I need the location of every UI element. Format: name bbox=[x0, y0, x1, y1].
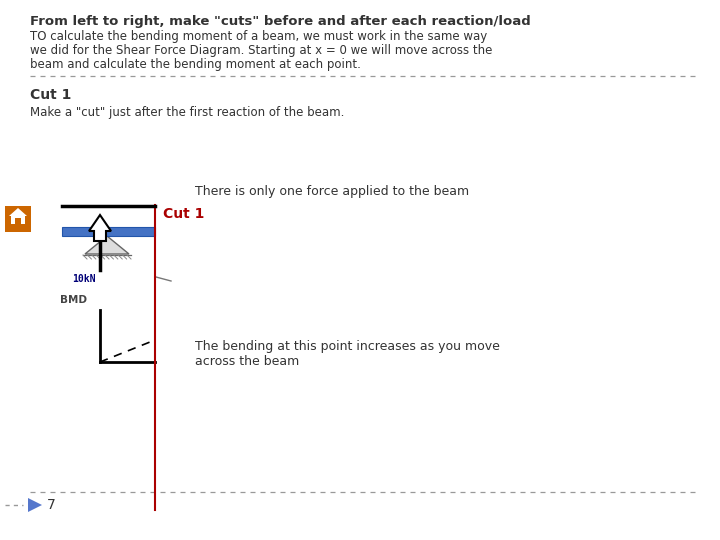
Text: The bending at this point increases as you move: The bending at this point increases as y… bbox=[195, 340, 500, 353]
Polygon shape bbox=[62, 227, 155, 236]
Polygon shape bbox=[11, 216, 25, 224]
Text: BMD: BMD bbox=[60, 295, 87, 305]
Text: From left to right, make "cuts" before and after each reaction/load: From left to right, make "cuts" before a… bbox=[30, 15, 531, 28]
Text: TO calculate the bending moment of a beam, we must work in the same way: TO calculate the bending moment of a bea… bbox=[30, 30, 487, 43]
Text: across the beam: across the beam bbox=[195, 355, 300, 368]
Text: we did for the Shear Force Diagram. Starting at x = 0 we will move across the: we did for the Shear Force Diagram. Star… bbox=[30, 44, 492, 57]
Text: 10kN: 10kN bbox=[72, 274, 96, 284]
Polygon shape bbox=[28, 498, 42, 512]
Text: 7: 7 bbox=[47, 498, 55, 512]
Text: There is only one force applied to the beam: There is only one force applied to the b… bbox=[195, 185, 469, 198]
Polygon shape bbox=[9, 208, 27, 216]
Text: Cut 1: Cut 1 bbox=[163, 207, 204, 221]
Polygon shape bbox=[15, 218, 21, 224]
Text: Make a "cut" just after the first reaction of the beam.: Make a "cut" just after the first reacti… bbox=[30, 106, 344, 119]
FancyBboxPatch shape bbox=[5, 206, 31, 232]
Text: beam and calculate the bending moment at each point.: beam and calculate the bending moment at… bbox=[30, 58, 361, 71]
Polygon shape bbox=[85, 236, 129, 254]
Text: Cut 1: Cut 1 bbox=[30, 88, 71, 102]
Polygon shape bbox=[89, 215, 111, 241]
